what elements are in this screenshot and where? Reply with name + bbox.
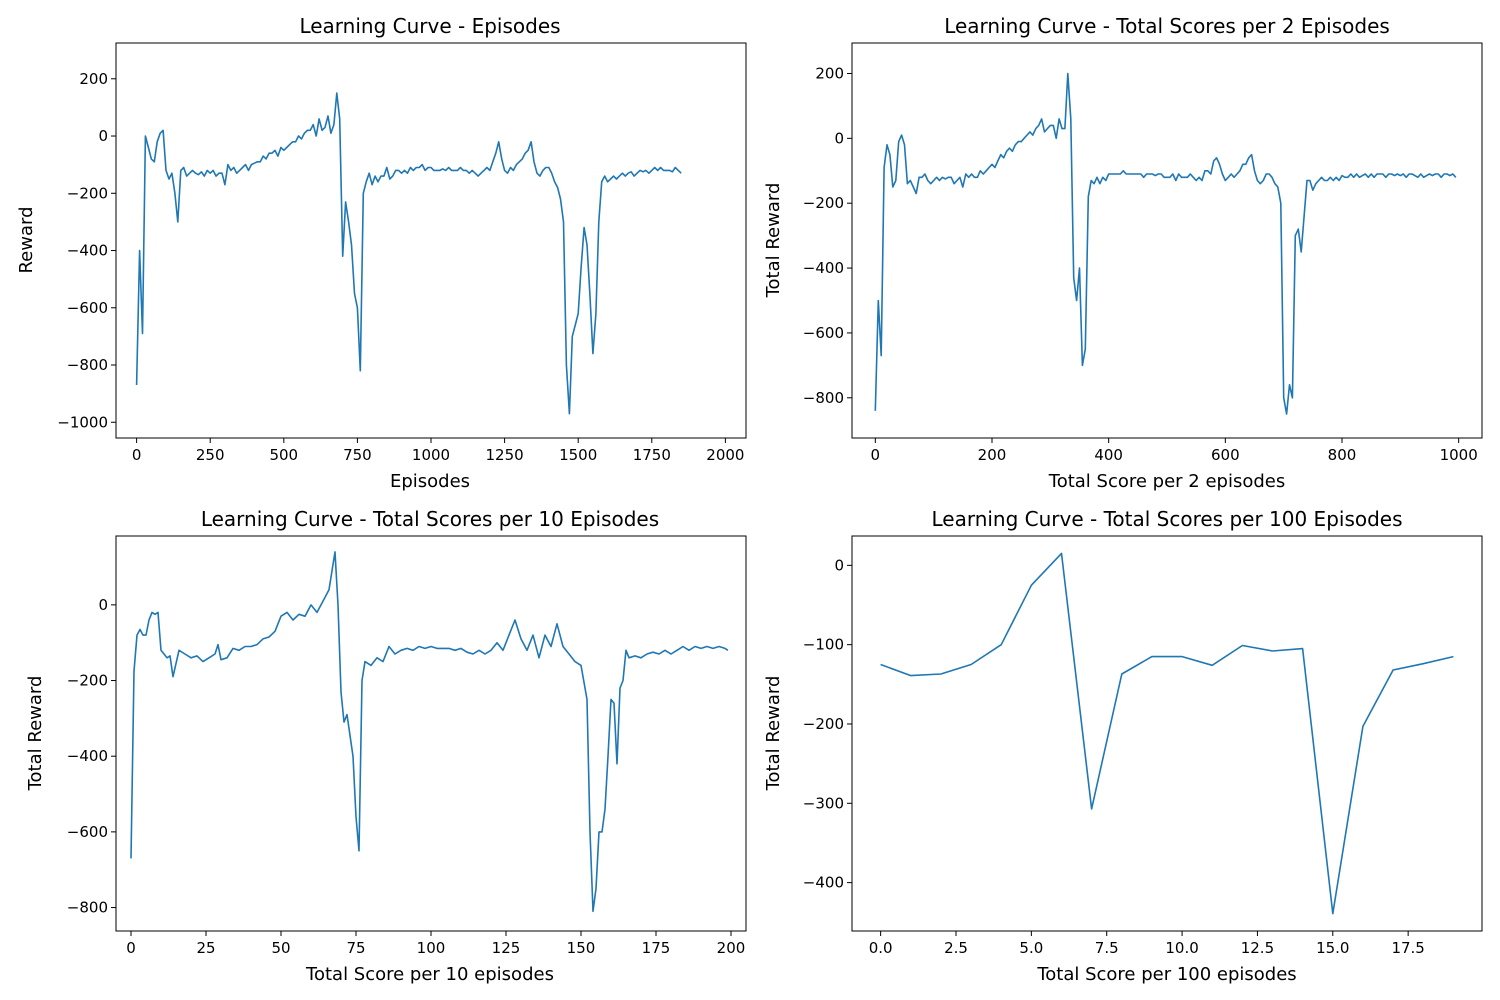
x-tick-label: 150 [567, 939, 596, 957]
y-tick-label: 0 [834, 129, 844, 147]
x-tick-label: 100 [417, 939, 446, 957]
y-tick-label: −200 [803, 194, 844, 212]
x-tick-label: 1750 [633, 446, 671, 464]
chart-episodes: Learning Curve - Episodes Episodes Rewar… [16, 14, 747, 492]
y-tick-label: −400 [67, 747, 108, 765]
y-tick-label: 200 [815, 64, 844, 82]
plot-frame [115, 535, 747, 932]
y-tick-label: 200 [79, 70, 108, 88]
y-tick-label: −100 [803, 636, 844, 654]
x-tick-label: 1000 [412, 446, 450, 464]
x-tick-label: 750 [343, 446, 372, 464]
x-tick-label: 250 [196, 446, 225, 464]
plot-area: 0.0 2.5 5.0 7.5 10.0 12.5 15.0 17.5 −400 −300 −200… [803, 552, 1454, 957]
series-line [874, 72, 1457, 415]
y-tick-label: −200 [803, 715, 844, 733]
plot-frame [115, 42, 747, 439]
x-tick-label: 1500 [559, 446, 597, 464]
plot-area: 0 250 500 750 1000 1250 1500 1750 2000−1000−800−… [57, 70, 744, 464]
y-axis-label: Total Reward [763, 183, 784, 299]
x-tick-label: 25 [196, 939, 215, 957]
y-axis-label: Total Reward [25, 676, 46, 792]
chart-per-100-episodes: Learning Curve - Total Scores per 100 Ep… [763, 507, 1483, 985]
y-tick-label: −800 [67, 899, 108, 917]
x-tick-label: 125 [492, 939, 521, 957]
x-tick-label: 1000 [1440, 446, 1478, 464]
series-line [130, 551, 729, 913]
y-tick-label: −600 [803, 324, 844, 342]
y-axis-label: Reward [16, 206, 37, 273]
y-tick-label: −200 [67, 672, 108, 690]
x-tick-label: 2000 [706, 446, 744, 464]
plot-area: 0 200 400 600 800 1000 −800 −600 −400 −200 0 200 [803, 64, 1478, 464]
y-tick-label: −800 [67, 356, 108, 374]
plot-frame [851, 42, 1483, 439]
plot-area: 0 25 50 75 100 125 150 175 200 −800 −600 −400 −200 0 [67, 551, 746, 957]
x-tick-label: 2.5 [944, 939, 968, 957]
x-axis-label: Total Score per 10 episodes [305, 964, 554, 985]
x-tick-label: 15.0 [1316, 939, 1349, 957]
x-tick-label: 7.5 [1095, 939, 1119, 957]
y-tick-label: −800 [803, 389, 844, 407]
x-tick-label: 800 [1328, 446, 1357, 464]
y-tick-label: −400 [803, 874, 844, 892]
x-tick-label: 200 [717, 939, 746, 957]
y-tick-label: 0 [98, 596, 108, 614]
x-tick-label: 500 [269, 446, 298, 464]
y-tick-label: −1000 [57, 413, 108, 431]
x-tick-label: 400 [1094, 446, 1123, 464]
x-tick-label: 1250 [486, 446, 524, 464]
y-tick-label: −300 [803, 794, 844, 812]
x-tick-label: 75 [346, 939, 365, 957]
series-line [880, 552, 1454, 915]
x-axis-label: Total Score per 2 episodes [1048, 471, 1285, 492]
x-axis-label: Episodes [390, 471, 470, 492]
x-tick-label: 0.0 [869, 939, 893, 957]
y-tick-label: −400 [803, 259, 844, 277]
x-tick-label: 10.0 [1165, 939, 1198, 957]
y-tick-label: −200 [67, 184, 108, 202]
x-tick-label: 600 [1211, 446, 1240, 464]
plot-frame [851, 535, 1483, 932]
x-tick-label: 5.0 [1019, 939, 1043, 957]
x-tick-label: 0 [132, 446, 142, 464]
y-tick-label: 0 [98, 127, 108, 145]
chart-title: Learning Curve - Episodes [299, 14, 560, 38]
x-tick-label: 12.5 [1241, 939, 1274, 957]
x-tick-label: 17.5 [1391, 939, 1424, 957]
x-axis-label: Total Score per 100 episodes [1036, 964, 1296, 985]
x-tick-label: 175 [642, 939, 671, 957]
series-line [135, 92, 682, 415]
y-tick-label: −600 [67, 823, 108, 841]
chart-title: Learning Curve - Total Scores per 100 Ep… [931, 507, 1402, 531]
x-tick-label: 0 [871, 446, 881, 464]
chart-title: Learning Curve - Total Scores per 10 Epi… [201, 507, 659, 531]
chart-per-2-episodes: Learning Curve - Total Scores per 2 Epis… [763, 14, 1483, 492]
x-tick-label: 50 [271, 939, 290, 957]
chart-per-10-episodes: Learning Curve - Total Scores per 10 Epi… [25, 507, 747, 985]
y-axis-label: Total Reward [763, 676, 784, 792]
y-tick-label: 0 [834, 556, 844, 574]
x-tick-label: 0 [126, 939, 136, 957]
y-tick-label: −400 [67, 242, 108, 260]
x-tick-label: 200 [978, 446, 1007, 464]
y-tick-label: −600 [67, 299, 108, 317]
chart-title: Learning Curve - Total Scores per 2 Epis… [944, 14, 1390, 38]
